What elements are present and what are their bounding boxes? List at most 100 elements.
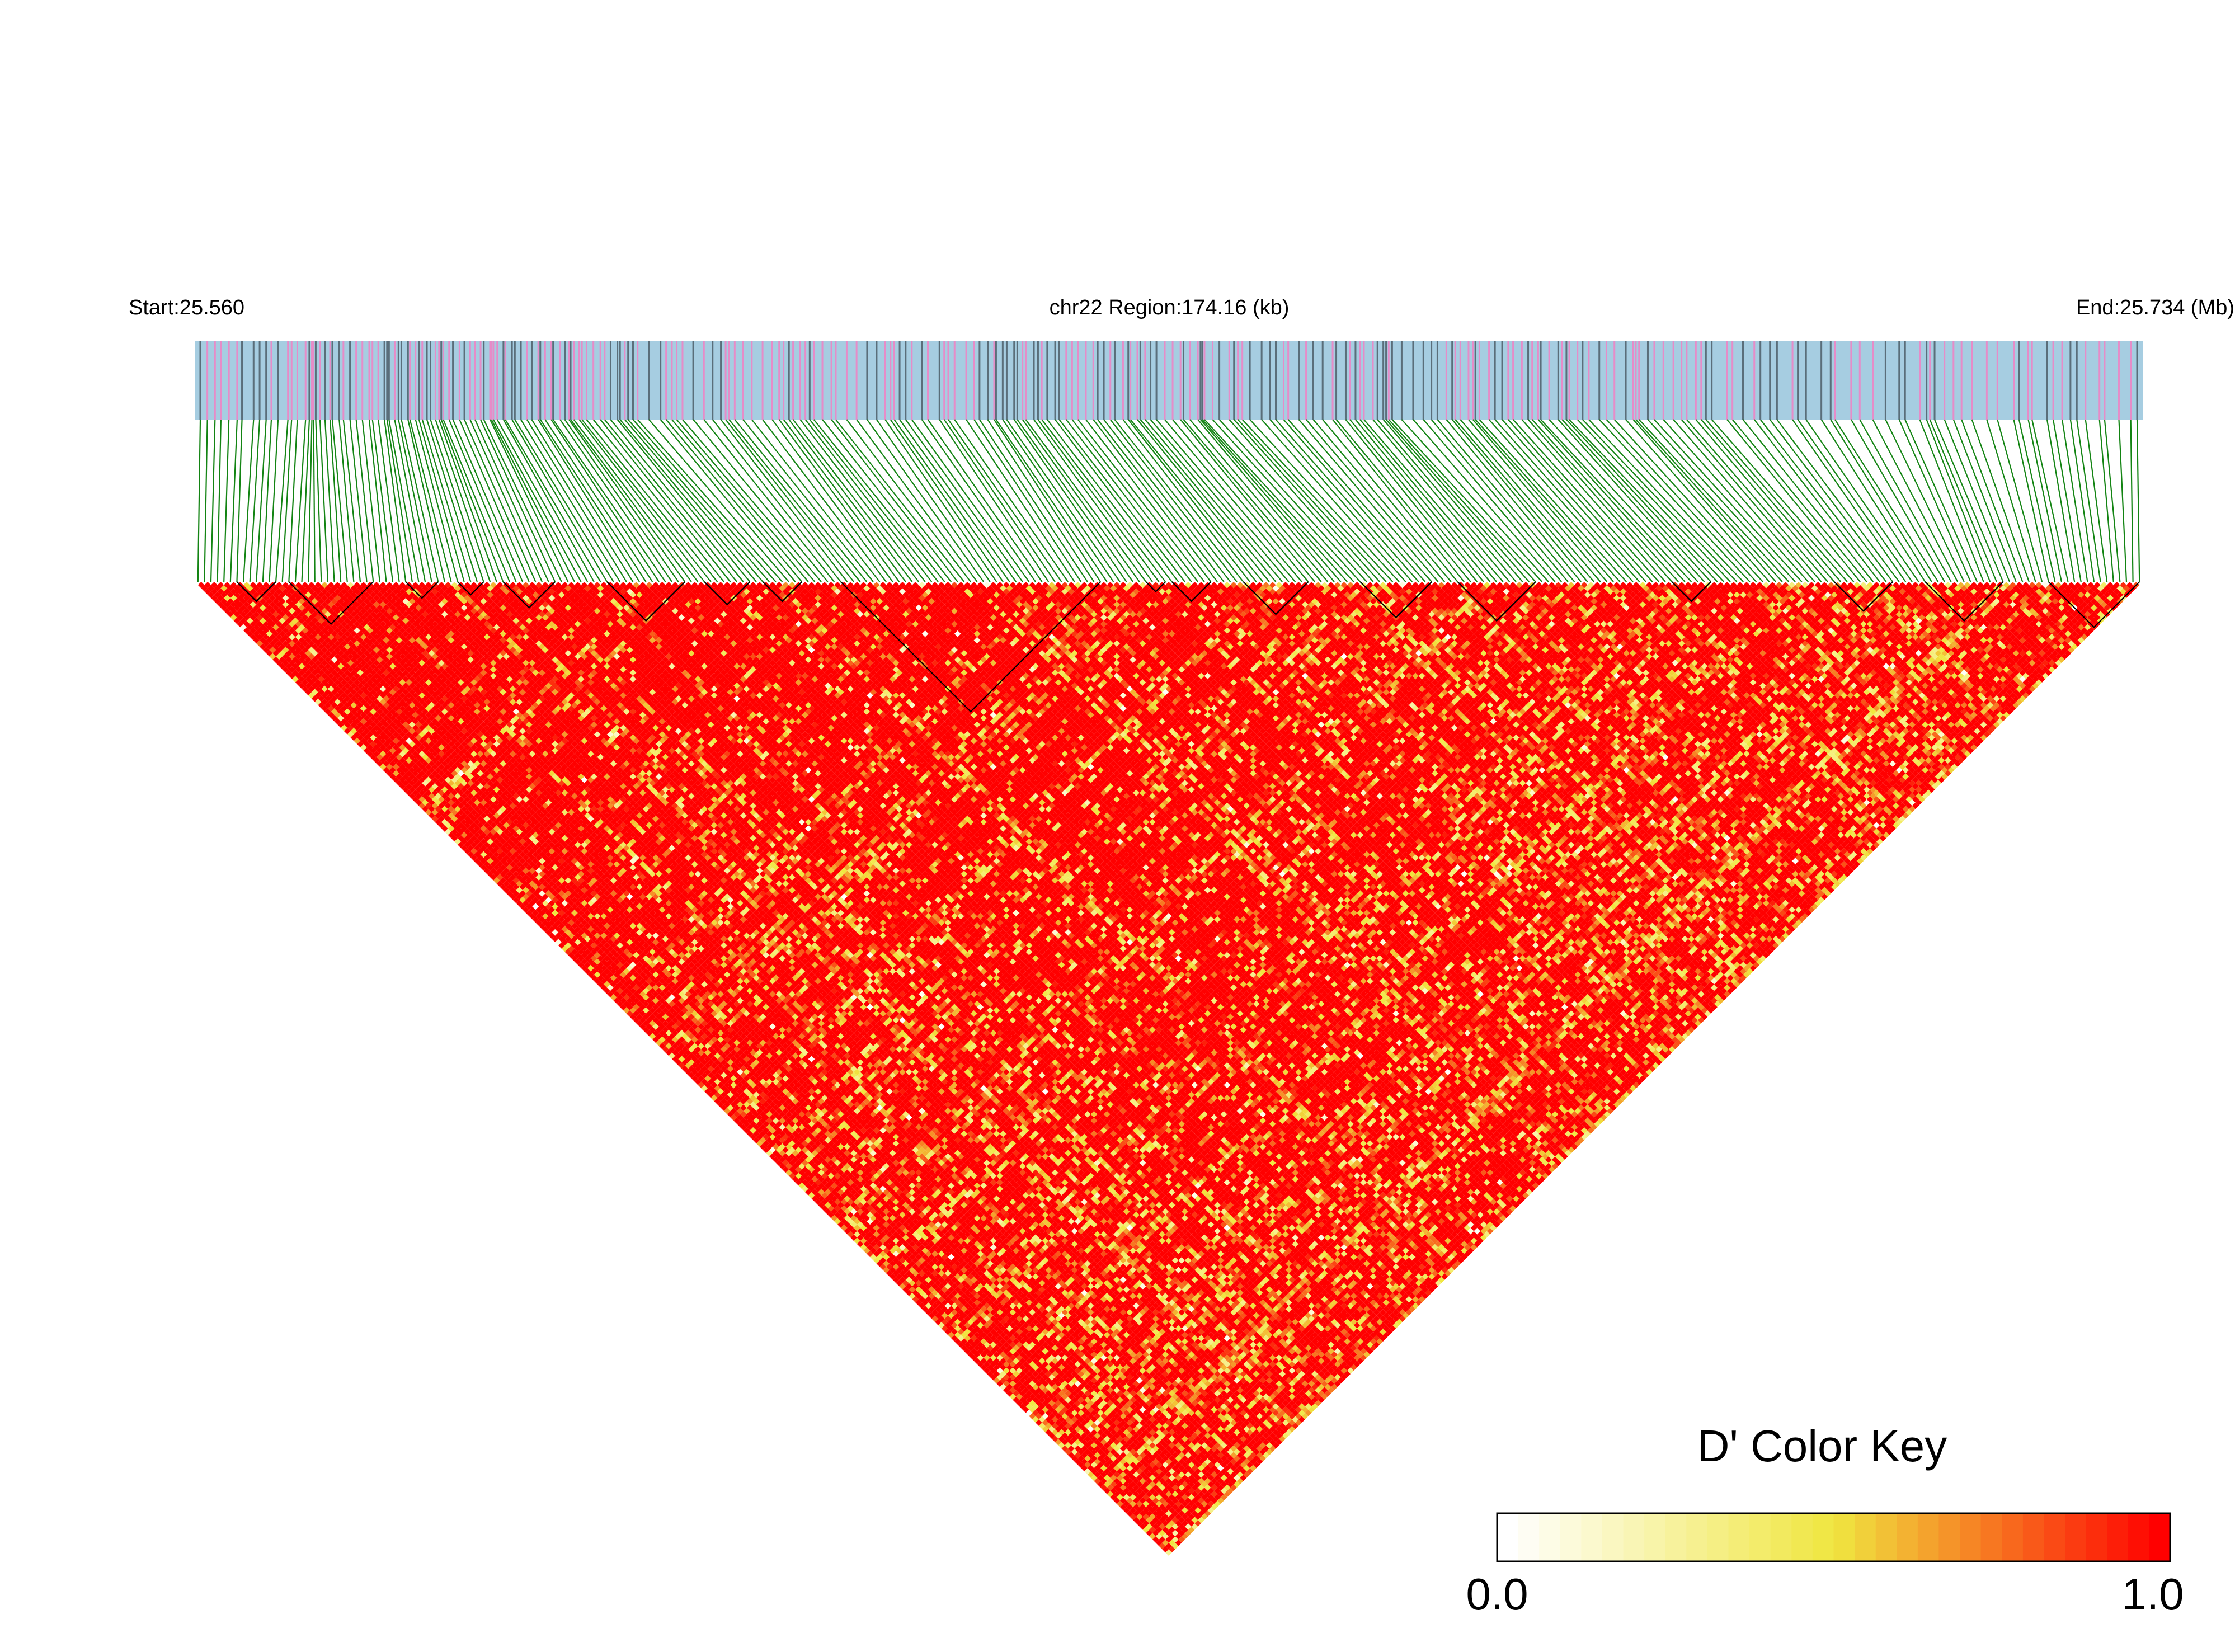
snp-connector-line <box>1363 419 1504 582</box>
snp-connector-line <box>550 419 660 582</box>
ld-cell <box>886 1270 893 1277</box>
snp-connector-line <box>911 419 1030 582</box>
snp-connector-line <box>1109 419 1238 582</box>
snp-connector-line <box>443 419 510 582</box>
ld-cell <box>977 1361 984 1368</box>
snp-connector-line <box>742 419 874 582</box>
ld-cell <box>879 1263 887 1270</box>
snp-connector-line <box>1249 419 1400 582</box>
ld-cell <box>383 760 390 767</box>
ld-cell <box>883 1260 890 1267</box>
ld-cell <box>1100 1484 1107 1491</box>
snp-connector-line <box>1997 419 2043 582</box>
ld-cell <box>779 1162 786 1170</box>
ld-cell <box>389 766 396 774</box>
ld-cell <box>821 1205 828 1212</box>
snp-connector-line <box>1388 419 1536 582</box>
snp-connector-line <box>720 419 848 582</box>
snp-connector-line <box>1830 419 1932 582</box>
snp-connector-line <box>544 419 653 582</box>
ld-cell <box>379 757 387 764</box>
snp-connector-line <box>229 419 238 582</box>
snp-connector-line <box>1349 419 1484 582</box>
ld-cell <box>996 1380 1004 1387</box>
snp-connector-line <box>995 419 1108 582</box>
ld-cell <box>1025 1403 1033 1410</box>
ld-cell <box>824 1208 831 1215</box>
snp-connector-line <box>1834 419 1939 582</box>
ld-cell <box>977 1354 984 1361</box>
ld-cell <box>1100 1477 1107 1485</box>
snp-connector-line <box>1759 419 1887 582</box>
ld-cell <box>1022 1406 1029 1413</box>
ld-cell <box>337 714 344 722</box>
ld-cell <box>568 945 575 952</box>
ld-cell <box>837 1221 844 1228</box>
snp-connector-line <box>966 419 1075 582</box>
ld-cell <box>451 835 458 842</box>
ld-cell <box>763 1140 770 1147</box>
ld-cell <box>564 942 572 949</box>
snp-connector-line <box>1700 419 1842 582</box>
snp-connector-line <box>440 419 504 582</box>
ld-cell <box>831 1215 838 1222</box>
snp-connector-line <box>394 419 426 582</box>
ld-cell <box>921 1299 929 1306</box>
ld-cell <box>623 1007 630 1014</box>
ld-cell <box>354 731 360 738</box>
ld-cell <box>957 1335 964 1342</box>
snp-connector-line <box>269 419 279 582</box>
ld-cell <box>1038 1423 1046 1429</box>
ld-cell <box>954 1338 961 1345</box>
ld-cell <box>629 1007 637 1014</box>
ld-cell <box>253 637 260 644</box>
snp-connector-line <box>846 419 971 582</box>
ld-cell <box>1013 1390 1020 1397</box>
snp-connector-line <box>1345 419 1478 582</box>
snp-connector-line <box>474 419 549 582</box>
ld-cell <box>876 1260 883 1267</box>
snp-connector-line <box>242 419 255 582</box>
ld-cell <box>240 624 247 631</box>
ld-cell <box>341 724 347 731</box>
ld-cell <box>529 906 536 913</box>
snp-connector-line <box>1269 419 1413 582</box>
snp-connector-line <box>1446 419 1582 582</box>
ld-cell <box>305 682 312 689</box>
snp-connector-line <box>1508 419 1653 582</box>
snp-connector-line <box>2031 419 2069 582</box>
ld-cell <box>396 780 403 787</box>
snp-connector-line <box>682 419 822 582</box>
ld-cell <box>1003 1380 1010 1387</box>
ld-cell <box>555 939 562 945</box>
snp-connector-line <box>1872 419 1959 582</box>
ld-cell <box>389 773 396 780</box>
snp-connector-line <box>2130 419 2134 582</box>
ld-cell <box>214 591 221 599</box>
ld-cell <box>474 851 481 858</box>
ld-cell <box>285 663 293 670</box>
snp-connector-line <box>1635 419 1783 582</box>
ld-cell <box>740 1117 747 1124</box>
snp-connector-line <box>783 419 906 582</box>
ld-cell <box>860 1244 867 1251</box>
ld-cell <box>1123 1507 1130 1514</box>
ld-cell <box>208 585 214 592</box>
ld-cell <box>633 1010 640 1017</box>
snp-connector-line <box>489 419 569 582</box>
ld-cell <box>860 1237 867 1244</box>
ld-cell <box>525 903 533 910</box>
ld-cell <box>795 1179 802 1186</box>
snp-connector-line <box>1797 419 1913 582</box>
snp-connector-line <box>604 419 738 582</box>
snp-connector-line <box>1202 419 1348 582</box>
ld-cell <box>506 890 513 897</box>
ld-cell <box>256 640 263 647</box>
snp-connector-line <box>660 419 796 582</box>
snp-connector-line <box>1037 419 1160 582</box>
snp-connector-line <box>1127 419 1257 582</box>
snp-connector-line <box>1130 419 1264 582</box>
ld-cell <box>373 757 380 764</box>
snp-connector-line <box>1695 419 1835 582</box>
